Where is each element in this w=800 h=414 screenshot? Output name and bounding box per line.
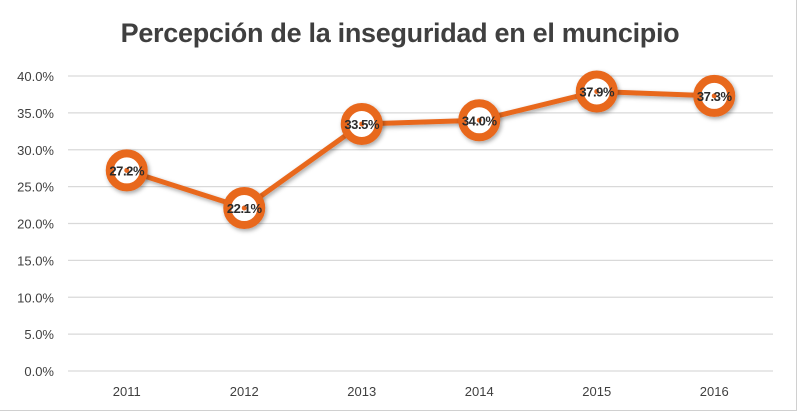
data-label: 22.1% [227, 201, 263, 216]
x-tick-label: 2011 [113, 384, 141, 399]
x-tick-label: 2015 [582, 384, 611, 399]
y-tick-label: 0.0% [24, 364, 54, 379]
data-point-center [124, 167, 130, 173]
data-label: 34.0% [462, 113, 498, 128]
y-tick-label: 20.0% [17, 217, 54, 232]
x-tick-label: 2013 [347, 384, 376, 399]
y-tick-label: 15.0% [17, 253, 54, 268]
x-tick-label: 2016 [700, 384, 729, 399]
data-label: 27.2% [109, 163, 145, 178]
x-axis-ticks: 2011 2012 2013 2014 2015 2016 [113, 384, 729, 399]
data-point-center [476, 117, 482, 123]
data-point-center [359, 121, 365, 127]
data-point-center [594, 88, 600, 94]
data-label: 37.3% [697, 89, 733, 104]
x-tick-label: 2014 [465, 384, 494, 399]
y-tick-label: 25.0% [17, 180, 54, 195]
data-label: 33.5% [344, 117, 380, 132]
y-axis-ticks: 0.0% 5.0% 10.0% 15.0% 20.0% 25.0% 30.0% 35.0% 40… [17, 69, 54, 379]
y-tick-label: 35.0% [17, 106, 54, 121]
y-tick-label: 40.0% [17, 69, 54, 84]
y-tick-label: 30.0% [17, 143, 54, 158]
y-tick-label: 10.0% [17, 290, 54, 305]
data-label: 37.9% [579, 84, 615, 99]
data-point-center [711, 93, 717, 99]
data-labels: 27.2% 22.1% 33.5% 34.0% 37.9% 37.3% [109, 84, 733, 216]
data-point-center [241, 205, 247, 211]
x-tick-label: 2012 [230, 384, 259, 399]
series-markers [105, 70, 736, 230]
chart-title: Percepción de la inseguridad en el munci… [120, 18, 680, 48]
y-tick-label: 5.0% [24, 327, 54, 342]
gridlines [68, 75, 773, 372]
